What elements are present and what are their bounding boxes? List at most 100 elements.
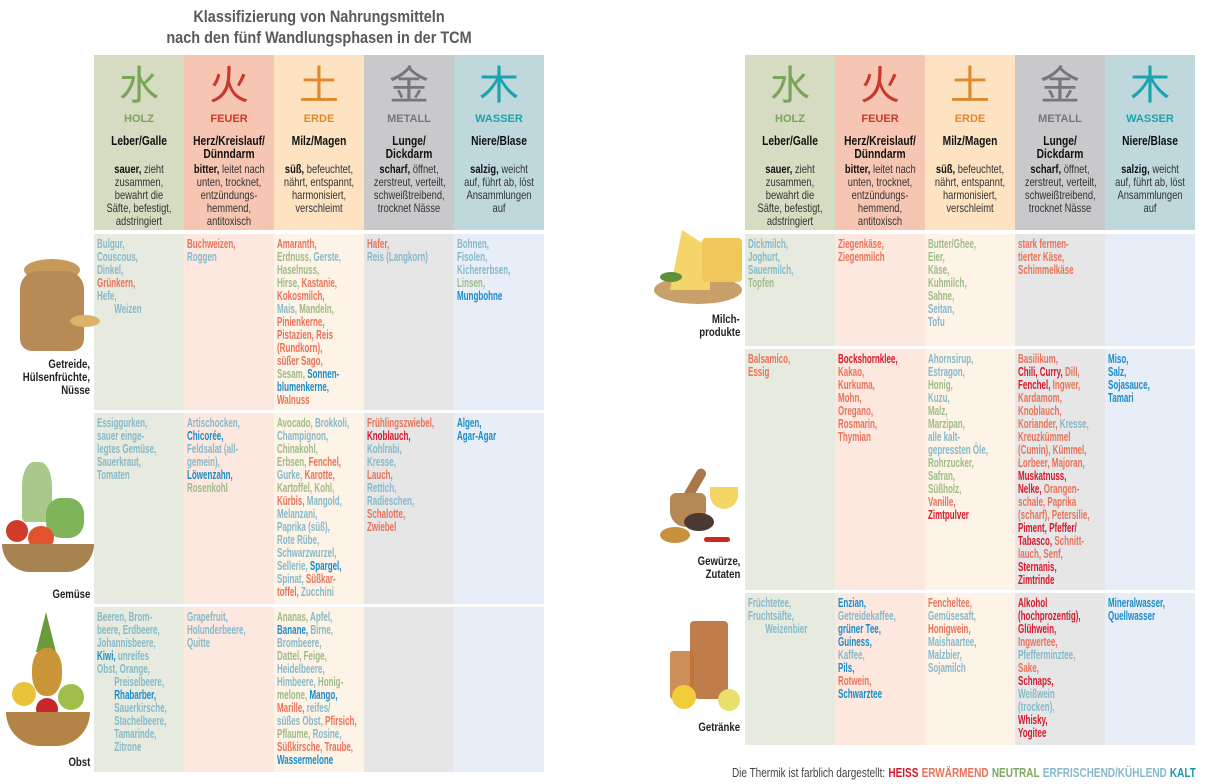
food-line: Zimtpulver bbox=[928, 509, 1015, 522]
food-list: Bockshornklee, Kakao, Kurkuma, Mohn, Oregano… bbox=[838, 353, 925, 444]
description-text: schweißtreibend, bbox=[1024, 188, 1096, 202]
taste-keyword: salzig, bbox=[470, 162, 499, 176]
food-item: Hefe, bbox=[97, 289, 117, 303]
food-line: Ingwertee, bbox=[1018, 636, 1105, 649]
food-item: Früchtetee, bbox=[748, 596, 792, 610]
food-item: Gerste, bbox=[311, 250, 342, 264]
food-item: Bohnen, bbox=[457, 237, 489, 251]
food-item: Rosine, bbox=[310, 727, 342, 741]
taste-description: scharf, öffnet, zerstreut, verteilt, schwe… bbox=[1024, 163, 1097, 215]
organ-label: Leber/Galle bbox=[753, 135, 827, 163]
food-item: Melanzani, bbox=[277, 507, 318, 521]
food-line: Knoblauch, bbox=[367, 430, 454, 443]
description-text: weicht bbox=[501, 162, 528, 176]
food-item: Sternanis, bbox=[1018, 560, 1057, 574]
food-line: Beeren, Brom- bbox=[97, 611, 184, 624]
food-item: Preiselbeere, bbox=[114, 675, 165, 689]
element-name: HOLZ bbox=[775, 113, 805, 125]
taste-keyword: bitter, bbox=[844, 162, 871, 176]
food-item: Amaranth, bbox=[277, 237, 317, 251]
description-text: harmonisiert, bbox=[942, 188, 998, 202]
food-item: Tamarinde, bbox=[114, 727, 157, 741]
description-text: adstringiert bbox=[766, 214, 814, 228]
food-item: lauch, Senf, bbox=[1018, 547, 1063, 561]
organ-line: Lunge/ bbox=[1043, 134, 1077, 148]
description-line: antitoxisch bbox=[194, 215, 264, 228]
food-line: Marille, reifes/ bbox=[277, 702, 364, 715]
food-item: Pfefferminztee, bbox=[1018, 648, 1076, 662]
food-item: Pflaume, bbox=[277, 727, 311, 741]
food-line: Walnuss bbox=[277, 394, 364, 407]
description-text: trocknet Nässe bbox=[1028, 201, 1092, 215]
food-cell: Ahornsirup, Estragon, Honig, Kuzu, Malz, Marz… bbox=[925, 349, 1015, 590]
food-item: melone, bbox=[277, 688, 308, 702]
food-item: Agar-Agar bbox=[457, 429, 497, 443]
food-cell: Bohnen, Fisolen, Kichererbsen, Linsen, Mungb… bbox=[454, 234, 544, 410]
food-item: Feldsalat (all- bbox=[187, 442, 239, 456]
food-line: Malz, bbox=[928, 405, 1015, 418]
food-item: Kresse, bbox=[1057, 417, 1089, 431]
food-item: (hochprozentig), bbox=[1018, 609, 1081, 623]
food-line: Pfefferminztee, bbox=[1018, 649, 1105, 662]
description-line: salzig, weicht bbox=[1115, 163, 1185, 176]
food-cell: Fencheltee, Gemüsesaft, Honigwein, Maishaar… bbox=[925, 593, 1015, 745]
organ-line: Dünndarm bbox=[203, 147, 255, 161]
food-item: Tamari bbox=[1108, 391, 1134, 405]
food-item: Wassermelone bbox=[277, 753, 334, 767]
food-cell: Amaranth, Erdnuss, Gerste, Haselnuss, Hirse… bbox=[274, 234, 364, 410]
food-item: (Cumin), Kümmel, bbox=[1018, 443, 1087, 457]
food-line: Kresse, bbox=[367, 456, 454, 469]
description-line: süß, befeuchtet, bbox=[935, 163, 1005, 176]
food-item: Mineralwasser, bbox=[1108, 596, 1165, 610]
description-text: leitet nach bbox=[872, 162, 916, 176]
food-list: Grapefruit, Holunderbeere, Quitte bbox=[187, 611, 274, 650]
food-item: Kastanie, bbox=[299, 276, 338, 290]
food-item: Topfen bbox=[748, 276, 775, 290]
food-line: Piment, Pfeffer/ bbox=[1018, 522, 1105, 535]
food-line: Schalotte, bbox=[367, 508, 454, 521]
description-text: verschleimt bbox=[946, 201, 994, 215]
food-item: Heidelbeere, bbox=[277, 662, 325, 676]
grain-sack-photo bbox=[12, 255, 100, 355]
food-line: Süßkirsche, Traube, bbox=[277, 741, 364, 754]
food-line: Couscous, bbox=[97, 251, 184, 264]
food-cell: Balsamico, Essig bbox=[745, 349, 835, 590]
food-line: Rosmarin, bbox=[838, 418, 925, 431]
food-line: Seitan, bbox=[928, 303, 1015, 316]
food-line: Reis (Langkorn) bbox=[367, 251, 454, 264]
taste-description: sauer, zieht zusammen, bewahrt die Säfte, b… bbox=[104, 163, 174, 228]
food-item: Schnitt- bbox=[1052, 534, 1085, 548]
legend-heiss: HEISS bbox=[888, 766, 919, 780]
element-name: FEUER bbox=[861, 113, 899, 125]
description-text: nährt, entspannt, bbox=[283, 175, 355, 189]
food-line: Pils, bbox=[838, 662, 925, 675]
food-line: Guiness, bbox=[838, 636, 925, 649]
food-line: Tamari bbox=[1108, 392, 1195, 405]
description-line: bitter, leitet nach bbox=[194, 163, 265, 176]
food-line: Hafer, bbox=[367, 238, 454, 251]
food-list: Algen, Agar-Agar bbox=[457, 417, 544, 443]
food-item: Thymian bbox=[838, 430, 871, 444]
food-list: Früchtetee, Fruchtsäfte, Weizenbier bbox=[748, 597, 835, 636]
organ-label: Milz/Magen bbox=[933, 135, 1007, 163]
food-line: Sojamilch bbox=[928, 662, 1015, 675]
food-item: Süßkar- bbox=[303, 572, 336, 586]
food-item: Sesam, bbox=[277, 367, 306, 381]
food-item: Schwarzwurzel, bbox=[277, 546, 337, 560]
food-line: grüner Tee, bbox=[838, 623, 925, 636]
organ-label: Niere/Blase bbox=[1113, 135, 1187, 163]
row-label-line: Obst bbox=[63, 756, 90, 769]
description-text: Ansammlungen bbox=[1117, 188, 1183, 202]
description-text: unten, trocknet, bbox=[847, 175, 913, 189]
food-line: Avocado, Brokkoli, bbox=[277, 417, 364, 430]
food-line: Rotwein, bbox=[838, 675, 925, 688]
food-line: Weizenbier bbox=[748, 623, 835, 636]
row-label-text: Gemüse bbox=[52, 587, 90, 601]
food-item: Algen, bbox=[457, 416, 482, 430]
taste-description: salzig, weicht auf, führt ab, löst Ansamml… bbox=[1115, 163, 1185, 215]
food-item: Linsen, bbox=[457, 276, 486, 290]
row-label: Obst bbox=[63, 756, 90, 769]
food-item: Zitrone bbox=[114, 740, 142, 754]
organ-line: Dünndarm bbox=[854, 147, 906, 161]
food-line: Bockshornklee, bbox=[838, 353, 925, 366]
